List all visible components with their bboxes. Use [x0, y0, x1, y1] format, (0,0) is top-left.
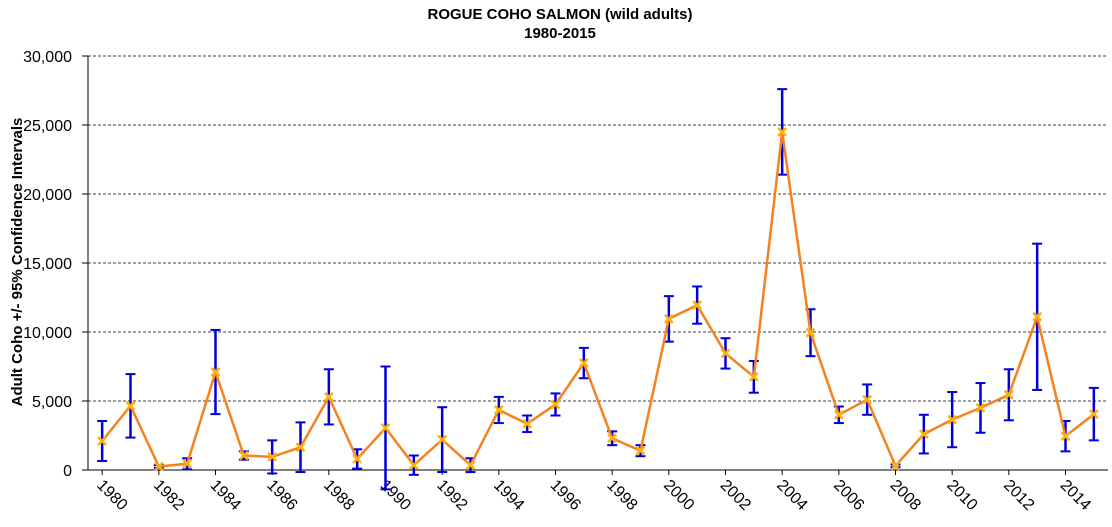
point-marker [947, 414, 958, 425]
x-tick-label: 2010 [943, 477, 980, 514]
y-tick-label: 20,000 [23, 187, 72, 204]
point-marker [295, 442, 306, 453]
point-marker [862, 394, 873, 405]
point-marker [663, 314, 674, 324]
point-marker [182, 458, 193, 469]
y-tick-label: 30,000 [23, 49, 72, 66]
x-tick-label: 1986 [263, 477, 300, 514]
point-marker [408, 460, 419, 471]
point-marker [833, 409, 844, 420]
x-tick-label: 1988 [320, 477, 357, 514]
point-marker [578, 358, 589, 368]
point-marker [125, 400, 136, 411]
x-tick-label: 1990 [377, 477, 414, 514]
point-marker [238, 450, 249, 461]
point-marker [97, 436, 108, 446]
point-marker [210, 367, 221, 377]
point-marker [1003, 389, 1014, 400]
y-tick-label: 15,000 [23, 256, 72, 273]
x-tick-label: 2006 [830, 477, 867, 514]
point-marker [323, 391, 334, 402]
x-tick-label: 1994 [490, 477, 527, 514]
point-marker [918, 429, 929, 440]
point-marker [975, 403, 986, 413]
point-marker [890, 460, 901, 471]
y-tick-label: 5,000 [32, 394, 72, 411]
x-tick-label: 2012 [1000, 477, 1037, 514]
point-marker [522, 418, 533, 429]
point-marker [380, 423, 391, 433]
point-marker [465, 460, 476, 471]
point-marker [1088, 409, 1099, 419]
point-marker [777, 127, 788, 137]
point-marker [1060, 431, 1071, 442]
x-tick-label: 1980 [93, 477, 130, 514]
point-marker [748, 371, 759, 382]
y-tick-label: 25,000 [23, 118, 72, 135]
y-tick-label: 10,000 [23, 325, 72, 342]
x-tick-label: 1998 [603, 477, 640, 514]
point-marker [153, 461, 164, 472]
x-tick-label: 1992 [433, 477, 470, 514]
x-tick-label: 2000 [660, 477, 697, 514]
point-marker [1032, 311, 1043, 322]
y-tick-label: 0 [63, 463, 72, 480]
point-marker [352, 454, 363, 464]
x-tick-label: 2008 [887, 477, 924, 514]
point-marker [720, 348, 731, 359]
x-tick-label: 1996 [547, 477, 584, 514]
point-marker [607, 433, 618, 444]
point-marker [267, 452, 278, 462]
point-marker [437, 434, 448, 445]
point-marker [635, 445, 646, 456]
point-marker [805, 327, 816, 338]
point-marker [692, 300, 703, 310]
point-marker [493, 405, 504, 415]
x-tick-label: 1982 [150, 477, 187, 514]
y-axis-label: Adult Coho +/- 95% Confidence Intervals [9, 118, 26, 407]
series-line [101, 131, 1095, 469]
x-tick-label: 2002 [717, 477, 754, 514]
x-tick-label: 1984 [207, 477, 244, 514]
chart-title: ROGUE COHO SALMON (wild adults) [428, 6, 693, 23]
point-marker [550, 399, 561, 410]
chart-subtitle: 1980-2015 [524, 25, 596, 42]
x-tick-label: 2014 [1057, 477, 1094, 514]
x-tick-label: 2004 [773, 477, 810, 514]
